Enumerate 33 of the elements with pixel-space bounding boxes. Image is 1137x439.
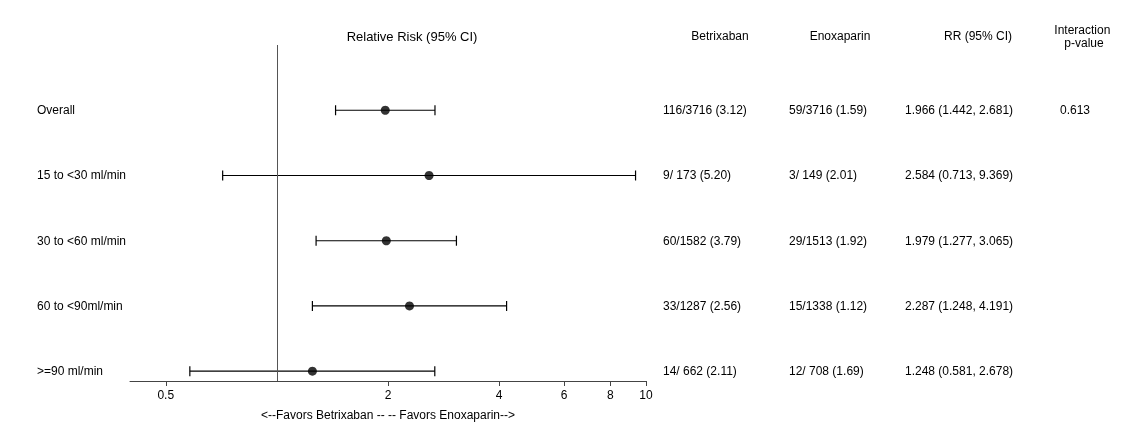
x-tick-label: 4 [495, 388, 503, 402]
text: Betrixaban [691, 29, 749, 43]
text: 3/ 149 (2.01) [789, 168, 858, 183]
x-tick-label: 8 [606, 388, 614, 402]
text: 60/1582 (3.79) [663, 233, 742, 248]
y-tick-label: Overall [37, 103, 76, 118]
text: 116/3716 (3.12) [663, 103, 747, 118]
y-tick-label: 60 to <90ml/min [37, 298, 123, 313]
x-tick-label: 2 [384, 388, 392, 402]
text: 12/ 708 (1.69) [789, 364, 864, 379]
text: 29/1513 (1.92) [789, 233, 868, 248]
data-label: 2.287 (1.248, 4.191) [905, 298, 1014, 313]
text: 0.613 [1060, 103, 1091, 118]
data-label: 1.966 (1.442, 2.681) [905, 103, 1014, 118]
data-label: 1.248 (0.581, 2.678) [905, 364, 1014, 379]
y-tick-label: 30 to <60 ml/min [37, 233, 127, 248]
text: 9/ 173 (5.20) [663, 168, 732, 183]
y-tick-label: >=90 ml/min [37, 364, 104, 379]
x-axis-title: <--Favors Betrixaban -- -- Favors Enoxaparin--> [260, 408, 516, 422]
x-tick-label: 0.5 [157, 388, 175, 402]
data-label: 1.979 (1.277, 3.065) [905, 233, 1014, 248]
text: 15/1338 (1.12) [789, 298, 868, 313]
text: 33/1287 (2.56) [663, 298, 742, 313]
text: Interaction p-value [1054, 22, 1114, 50]
text: 14/ 662 (2.11) [663, 364, 737, 379]
text: Enoxaparin [809, 29, 871, 43]
text: RR (95% CI) [943, 29, 1013, 43]
chart-title: Relative Risk (95% CI) [346, 28, 478, 44]
y-tick-label: 15 to <30 ml/min [37, 168, 127, 183]
x-tick-label: 6 [560, 388, 568, 402]
text: 59/3716 (1.59) [789, 103, 868, 118]
data-label: 2.584 (0.713, 9.369) [905, 168, 1014, 183]
x-tick-label: 10 [639, 388, 653, 402]
